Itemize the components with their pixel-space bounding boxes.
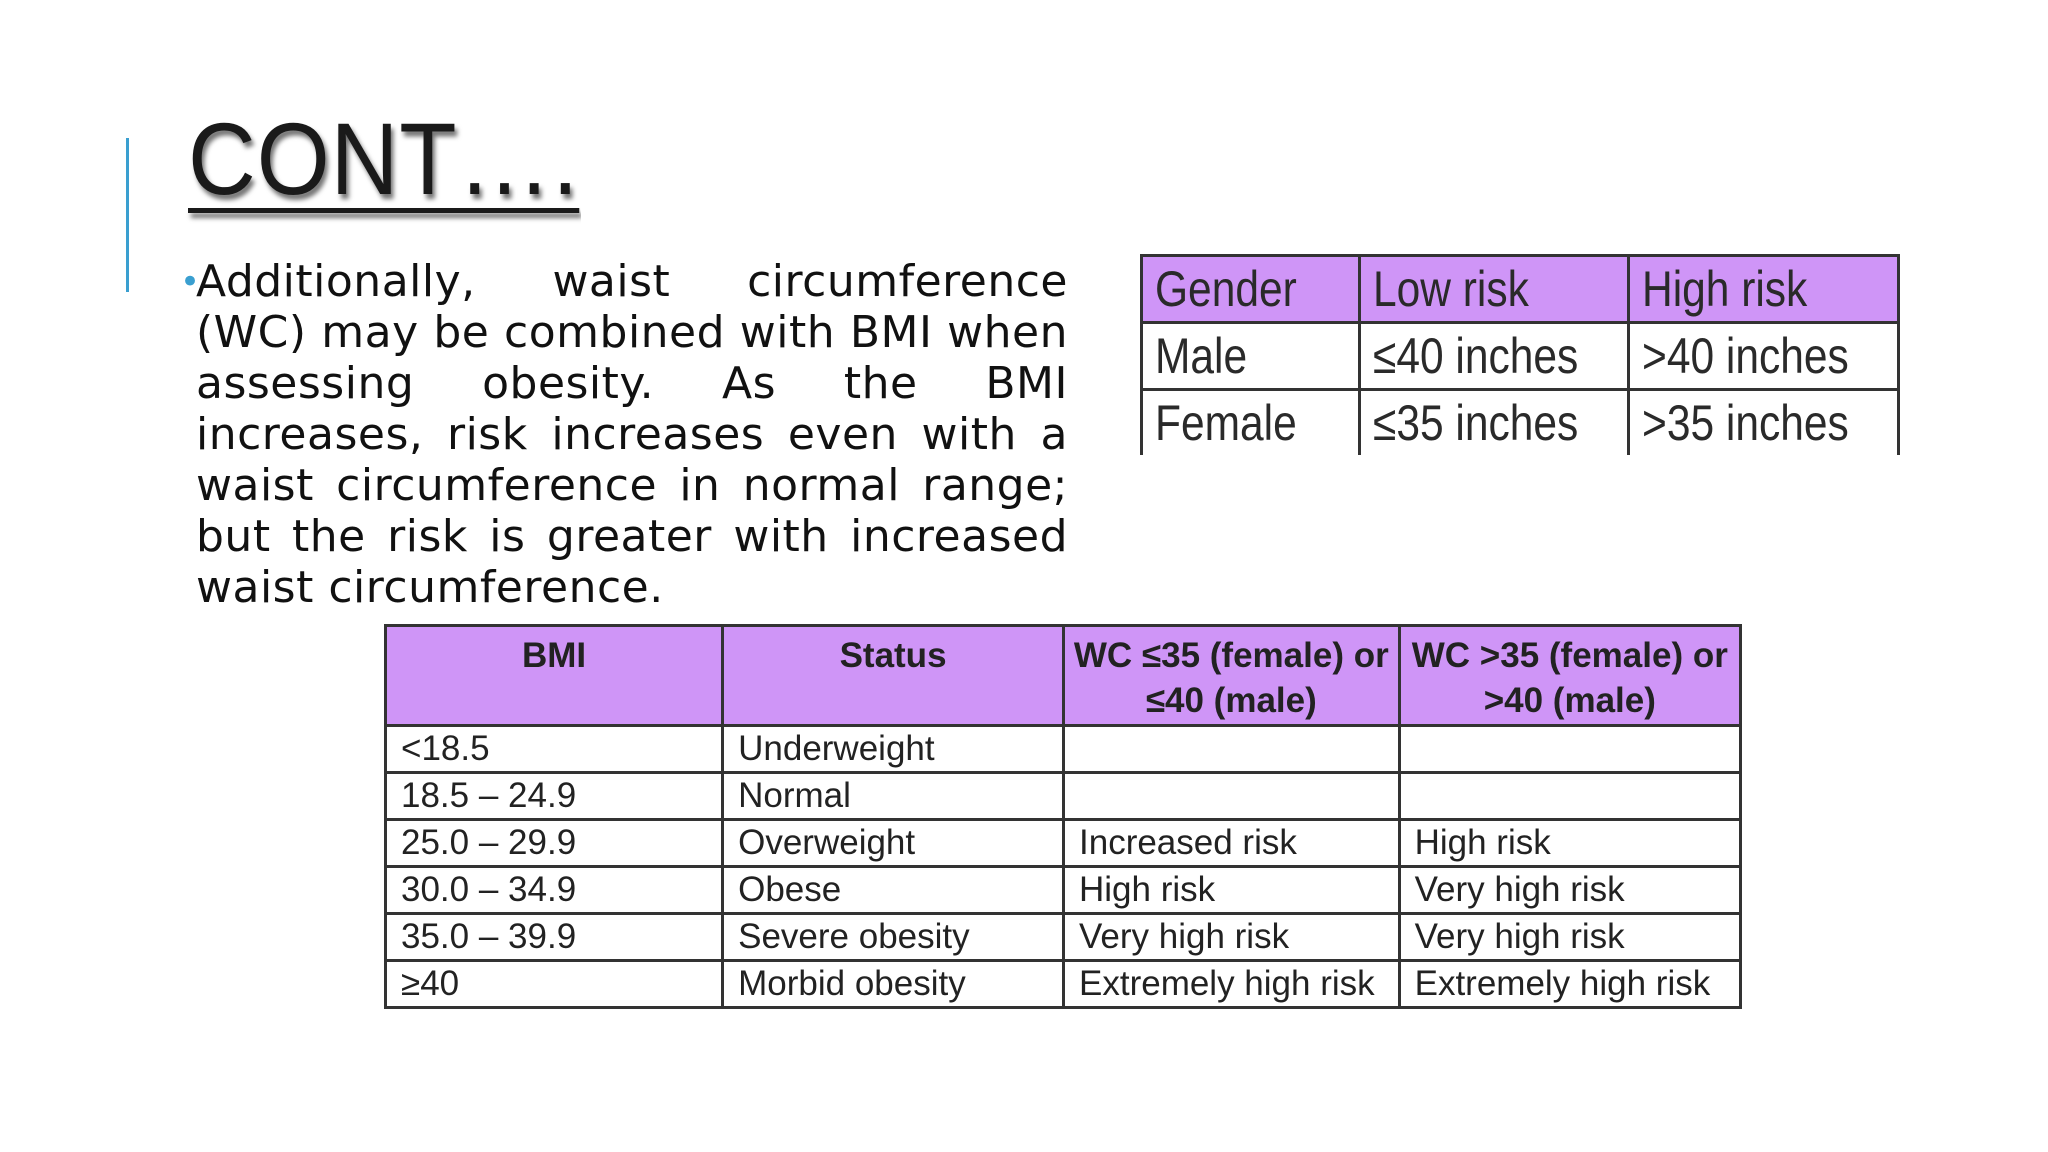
bullet-item: • Additionally, waist circumference (WC)… xyxy=(180,256,1068,613)
table-cell: <18.5 xyxy=(383,724,725,774)
waist-risk-table: Gender Low risk High risk Male ≤40 inche… xyxy=(1139,254,1901,455)
table-cell: High risk xyxy=(1062,865,1401,915)
table-cell: Overweight xyxy=(721,818,1065,868)
table-row: 25.0 – 29.9 Overweight Increased risk Hi… xyxy=(383,818,1743,868)
table-cell xyxy=(1062,724,1401,774)
table-cell: Morbid obesity xyxy=(721,959,1065,1009)
table-cell xyxy=(1397,771,1743,821)
table-row: 18.5 – 24.9 Normal xyxy=(383,771,1743,821)
table-cell: Obese xyxy=(721,865,1065,915)
table-cell: Normal xyxy=(721,771,1065,821)
table-row: <18.5 Underweight xyxy=(383,724,1743,774)
table-cell: 18.5 – 24.9 xyxy=(383,771,725,821)
table-cell: Increased risk xyxy=(1062,818,1401,868)
table-row: 30.0 – 34.9 Obese High risk Very high ri… xyxy=(383,865,1743,915)
header-cell: BMI xyxy=(383,624,725,727)
header-cell: Low risk xyxy=(1358,254,1630,324)
table-cell: >35 inches xyxy=(1626,388,1901,455)
bmi-risk-table: BMI Status WC ≤35 (female) or ≤40 (male)… xyxy=(383,624,1743,1009)
table-row: 35.0 – 39.9 Severe obesity Very high ris… xyxy=(383,912,1743,962)
table-cell: Extremely high risk xyxy=(1062,959,1401,1009)
table-row: ≥40 Morbid obesity Extremely high risk E… xyxy=(383,959,1743,1009)
bullet-dot-icon: • xyxy=(180,262,201,302)
header-cell: WC ≤35 (female) or ≤40 (male) xyxy=(1062,624,1401,727)
table-cell: Underweight xyxy=(721,724,1065,774)
table-cell xyxy=(1062,771,1401,821)
table-cell: Extremely high risk xyxy=(1397,959,1743,1009)
table-cell: ≤40 inches xyxy=(1358,321,1630,391)
header-cell: Status xyxy=(721,624,1065,727)
table-cell: >40 inches xyxy=(1626,321,1901,391)
table-cell: Very high risk xyxy=(1062,912,1401,962)
header-cell: High risk xyxy=(1626,254,1901,324)
table-cell: Very high risk xyxy=(1397,912,1743,962)
slide-title: CONT…. xyxy=(188,102,580,216)
table-cell: Female xyxy=(1139,388,1362,455)
table-cell: 35.0 – 39.9 xyxy=(383,912,725,962)
table-cell: 30.0 – 34.9 xyxy=(383,865,725,915)
table-cell: Male xyxy=(1139,321,1362,391)
table-header-row: Gender Low risk High risk xyxy=(1139,254,1901,324)
table-row: Male ≤40 inches >40 inches xyxy=(1139,321,1901,391)
table-cell: ≤35 inches xyxy=(1358,388,1630,455)
bullet-text: Additionally, waist circumference (WC) m… xyxy=(196,256,1068,613)
table-row: Female ≤35 inches >35 inches xyxy=(1139,388,1901,455)
table-header-row: BMI Status WC ≤35 (female) or ≤40 (male)… xyxy=(383,624,1743,727)
table-cell xyxy=(1397,724,1743,774)
table-cell: ≥40 xyxy=(383,959,725,1009)
table-cell: High risk xyxy=(1397,818,1743,868)
accent-line xyxy=(126,138,129,292)
header-cell: WC >35 (female) or >40 (male) xyxy=(1397,624,1743,727)
table-cell: Very high risk xyxy=(1397,865,1743,915)
table-cell: 25.0 – 29.9 xyxy=(383,818,725,868)
table-cell: Severe obesity xyxy=(721,912,1065,962)
header-cell: Gender xyxy=(1139,254,1362,324)
